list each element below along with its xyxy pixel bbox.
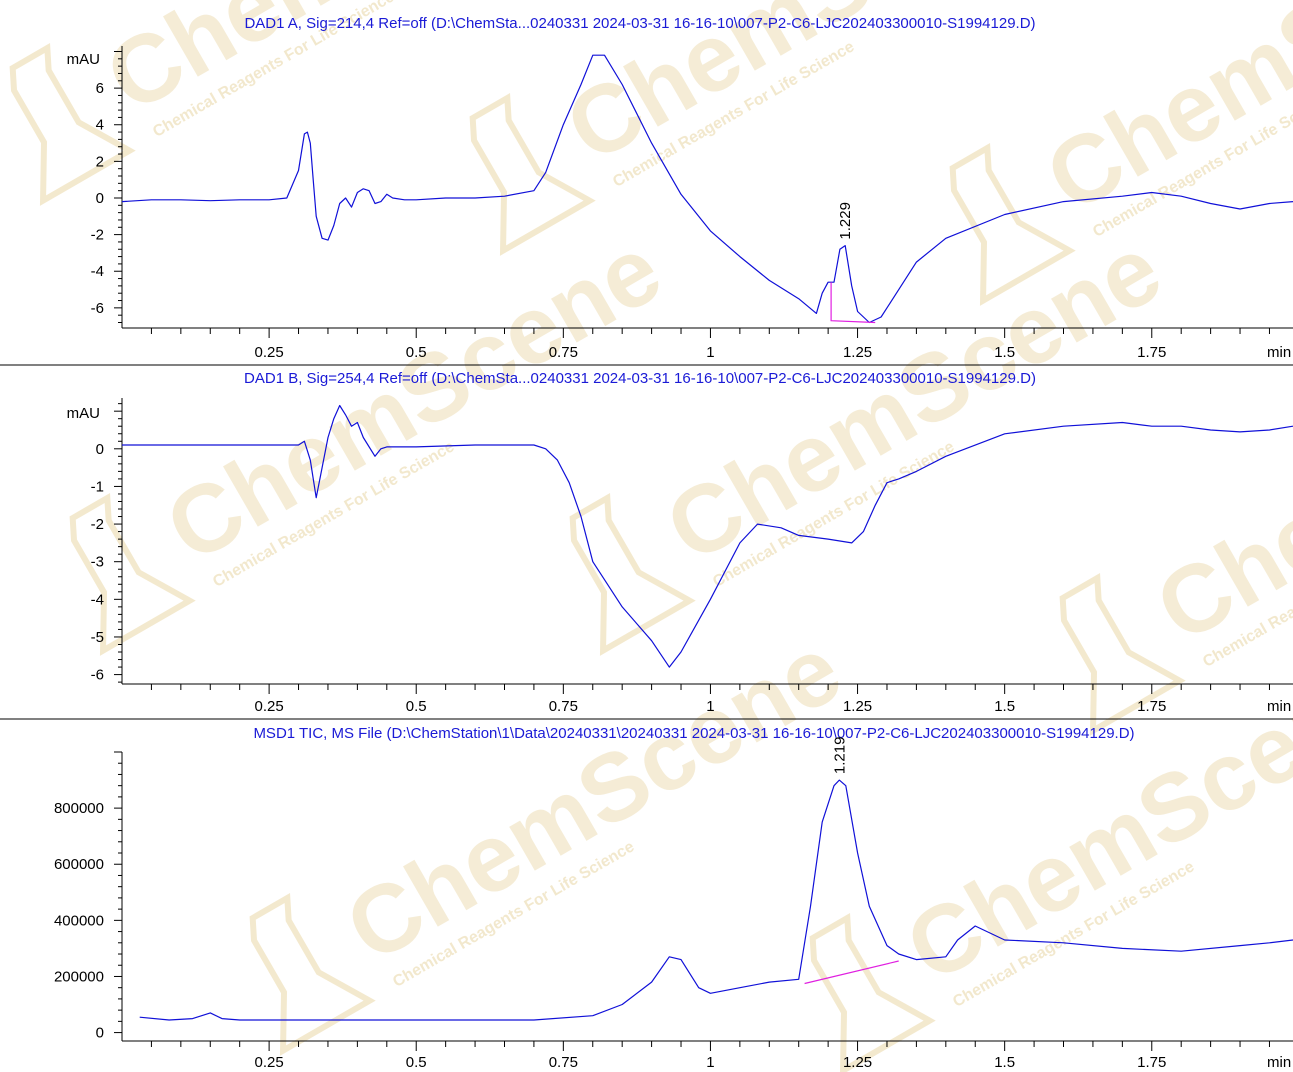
msd1-tic-integration-baseline <box>804 960 899 985</box>
msd1-tic-x-tick-label: 0.5 <box>406 1054 427 1071</box>
dad1-b-y-tick-label: -3 <box>91 554 104 571</box>
dad1-a-y-tick-label: 0 <box>96 190 104 207</box>
dad1-b-ylabel: mAU <box>67 405 100 422</box>
dad1-b-x-tick-label: 1.5 <box>994 698 1015 715</box>
dad1-a-y-tick-label: -2 <box>91 227 104 244</box>
msd1-tic-x-tick-label: 0.25 <box>255 1054 284 1071</box>
msd1-tic-y-tick-label: 400000 <box>54 912 104 929</box>
msd1-tic-y-tick-label: 200000 <box>54 968 104 985</box>
dad1-a-ylabel: mAU <box>67 51 100 68</box>
dad1-b-x-tick-label: 0.5 <box>406 698 427 715</box>
dad1-a-peak-label: 1.229 <box>837 202 854 240</box>
dad1-b-x-tick-label: 1.75 <box>1137 698 1166 715</box>
msd1-tic-trace <box>139 779 1293 1021</box>
msd1-tic-panel: MSD1 TIC, MS File (D:\ChemStation\1\Data… <box>54 725 1293 1071</box>
msd1-tic-x-tick-label: 0.75 <box>549 1054 578 1071</box>
dad1-a-panel: DAD1 A, Sig=214,4 Ref=off (D:\ChemSta...… <box>67 15 1293 361</box>
msd1-tic-x-tick-label: 1.5 <box>994 1054 1015 1071</box>
dad1-a-x-tick-label: 1 <box>706 344 714 361</box>
dad1-b-x-tick-label: 1.25 <box>843 698 872 715</box>
msd1-tic-y-tick-label: 800000 <box>54 800 104 817</box>
dad1-a-trace <box>121 54 1293 324</box>
dad1-b-x-tick-label: 1 <box>706 698 714 715</box>
msd1-tic-y-tick-label: 0 <box>96 1025 104 1042</box>
dad1-b-x-tick-label: 0.25 <box>255 698 284 715</box>
msd1-tic-x-tick-label: 1.75 <box>1137 1054 1166 1071</box>
dad1-a-x-tick-label: 1.25 <box>843 344 872 361</box>
dad1-b-y-tick-label: -2 <box>91 516 104 533</box>
dad1-b-y-tick-label: 0 <box>96 441 104 458</box>
dad1-b-y-tick-label: -4 <box>91 591 104 608</box>
dad1-a-y-tick-label: 2 <box>96 153 104 170</box>
dad1-b-trace <box>122 404 1293 668</box>
msd1-tic-x-tick-label: 1.25 <box>843 1054 872 1071</box>
dad1-b-y-tick-label: -1 <box>91 478 104 495</box>
dad1-a-x-tick-label: 0.25 <box>255 344 284 361</box>
dad1-a-y-tick-label: -6 <box>91 300 104 317</box>
dad1-a-x-tick-label: 0.75 <box>549 344 578 361</box>
dad1-b-xlabel: min <box>1267 698 1291 715</box>
dad1-a-x-tick-label: 1.75 <box>1137 344 1166 361</box>
dad1-a-integration-baseline <box>830 282 876 324</box>
dad1-b-x-tick-label: 0.75 <box>549 698 578 715</box>
dad1-b-y-tick-label: -5 <box>91 629 104 646</box>
dad1-a-y-tick-label: 4 <box>96 117 104 134</box>
dad1-a-y-tick-label: -4 <box>91 263 104 280</box>
dad1-a-x-tick-label: 0.5 <box>406 344 427 361</box>
dad1-a-x-tick-label: 1.5 <box>994 344 1015 361</box>
dad1-a-title: DAD1 A, Sig=214,4 Ref=off (D:\ChemSta...… <box>244 15 1035 32</box>
dad1-b-panel: DAD1 B, Sig=254,4 Ref=off (D:\ChemSta...… <box>67 370 1293 715</box>
msd1-tic-x-tick-label: 1 <box>706 1054 714 1071</box>
msd1-tic-y-tick-label: 600000 <box>54 856 104 873</box>
dad1-b-title: DAD1 B, Sig=254,4 Ref=off (D:\ChemSta...… <box>244 370 1036 387</box>
dad1-a-xlabel: min <box>1267 344 1291 361</box>
dad1-b-y-tick-label: -6 <box>91 667 104 684</box>
dad1-a-y-tick-label: 6 <box>96 80 104 97</box>
msd1-tic-xlabel: min <box>1267 1054 1291 1071</box>
msd1-tic-title: MSD1 TIC, MS File (D:\ChemStation\1\Data… <box>253 725 1134 742</box>
msd1-tic-peak-label: 1.219 <box>831 737 848 775</box>
